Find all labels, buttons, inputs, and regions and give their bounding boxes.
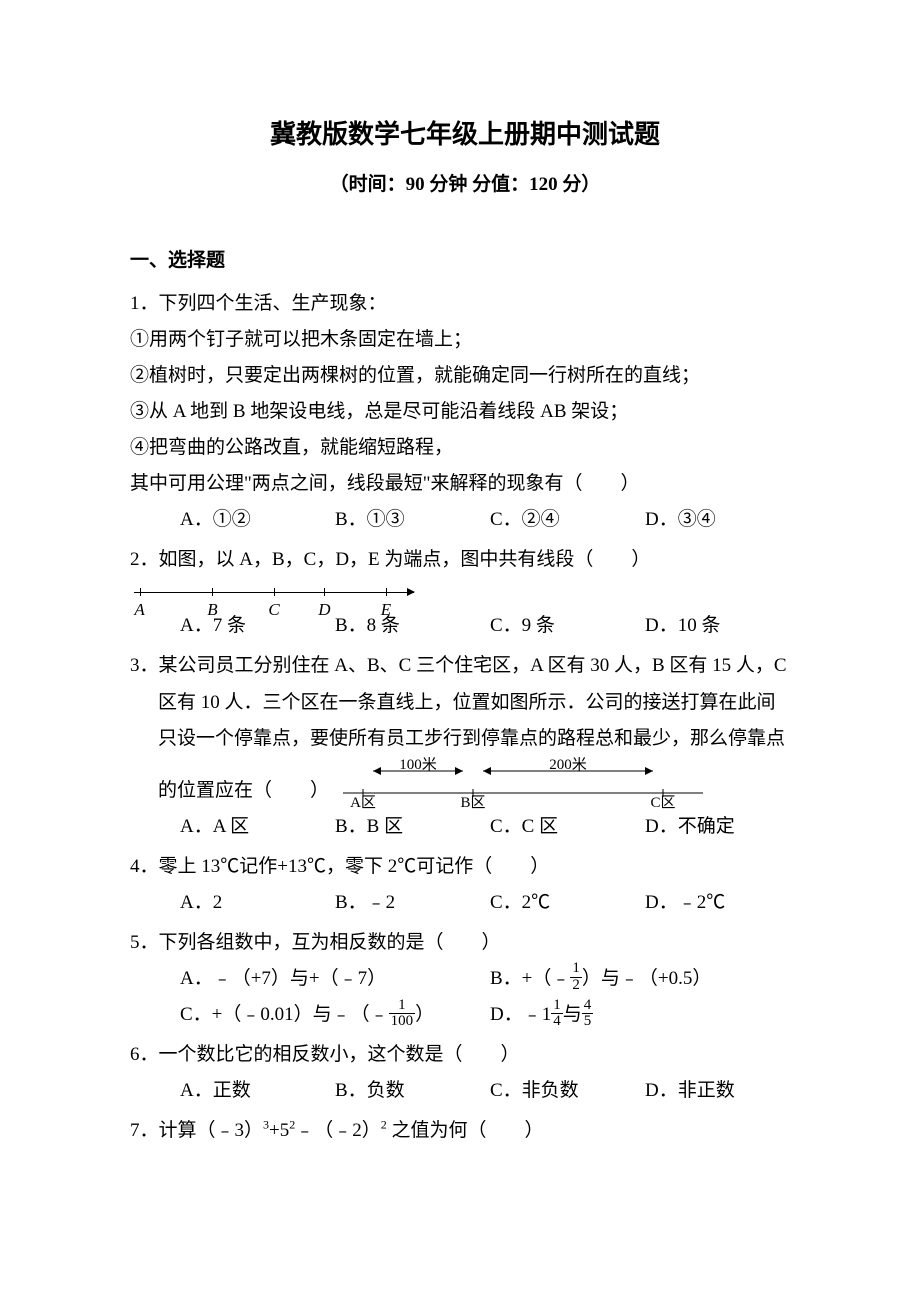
dist-bc-label: 200米: [549, 757, 587, 773]
section-heading: 一、选择题: [130, 243, 800, 279]
question-7: 7．计算（﹣3）3+52﹣（﹣2）2 之值为何（ ）: [130, 1113, 800, 1149]
q5-c-prefix: C．+（﹣0.01）与﹣（﹣: [180, 1004, 389, 1025]
question-1: 1．下列四个生活、生产现象： ①用两个钉子就可以把木条固定在墙上； ②植树时，只…: [130, 286, 800, 539]
exam-page: 冀教版数学七年级上册期中测试题 （时间：90 分钟 分值：120 分） 一、选择…: [0, 0, 920, 1234]
q3-opt-d: D．不确定: [645, 809, 800, 845]
q2-opt-a: A．7 条: [180, 608, 335, 644]
q1-options: A．①② B．①③ C．②④ D．③④: [130, 502, 800, 538]
q1-opt-d: D．③④: [645, 502, 800, 538]
region-c-label: C区: [651, 795, 676, 809]
label-e: E: [381, 594, 391, 626]
q3-stem3: 只设一个停靠点，要使所有员工步行到停靠点的路程总和最少，那么停靠点: [130, 721, 800, 757]
frac-4-5: 45: [582, 998, 594, 1031]
q4-opt-a: A．2: [180, 885, 335, 921]
q5-opt-a: A．﹣（+7）与+（﹣7）: [180, 961, 490, 997]
question-4: 4．零上 13℃记作+13℃，零下 2℃可记作（ ） A．2 B．﹣2 C．2℃…: [130, 849, 800, 921]
q3-options: A．A 区 B．B 区 C．C 区 D．不确定: [130, 809, 800, 845]
q5-opt-c: C．+（﹣0.01）与﹣（﹣1100）: [180, 997, 490, 1033]
question-2: 2．如图，以 A，B，C，D，E 为端点，图中共有线段（ ） A B C D E…: [130, 542, 800, 644]
q1-line4: ④把弯曲的公路改直，就能缩短路程，: [130, 430, 800, 466]
question-3: 3．某公司员工分别住在 A、B、C 三个住宅区，A 区有 30 人，B 区有 1…: [130, 648, 800, 844]
q3-stem4: 的位置应在（ ）: [158, 773, 329, 809]
q6-opt-b: B．负数: [335, 1073, 490, 1109]
q3-opt-c: C．C 区: [490, 809, 645, 845]
q2-options: A．7 条 B．8 条 C．9 条 D．10 条: [130, 608, 800, 644]
q5-opt-d: D．﹣114与45: [490, 997, 800, 1033]
q7-a: 7．计算（﹣3）: [130, 1120, 263, 1141]
q5-options-row2: C．+（﹣0.01）与﹣（﹣1100） D．﹣114与45: [130, 997, 800, 1033]
q1-opt-b: B．①③: [335, 502, 490, 538]
q5-d-prefix: D．﹣1: [490, 1004, 551, 1025]
label-c: C: [268, 594, 279, 626]
q3-stem1: 3．某公司员工分别住在 A、B、C 三个住宅区，A 区有 30 人，B 区有 1…: [130, 648, 800, 684]
q5-c-suffix: ）: [415, 1004, 434, 1025]
page-title: 冀教版数学七年级上册期中测试题: [130, 110, 800, 159]
q2-stem: 2．如图，以 A，B，C，D，E 为端点，图中共有线段（ ）: [130, 542, 800, 578]
q4-opt-b: B．﹣2: [335, 885, 490, 921]
question-6: 6．一个数比它的相反数小，这个数是（ ） A．正数 B．负数 C．非负数 D．非…: [130, 1037, 800, 1109]
q5-b-prefix: B．+（﹣: [490, 968, 570, 989]
q3-opt-a: A．A 区: [180, 809, 335, 845]
q6-opt-a: A．正数: [180, 1073, 335, 1109]
q2-opt-b: B．8 条: [335, 608, 490, 644]
label-b: B: [207, 594, 217, 626]
q7-stem: 7．计算（﹣3）3+52﹣（﹣2）2 之值为何（ ）: [130, 1113, 800, 1149]
q1-opt-c: C．②④: [490, 502, 645, 538]
q6-options: A．正数 B．负数 C．非负数 D．非正数: [130, 1073, 800, 1109]
q3-diagram: 100米 200米 A区 B区 C区: [333, 757, 713, 809]
frac-1-100: 1100: [389, 998, 416, 1031]
q2-opt-d: D．10 条: [645, 608, 800, 644]
q5-opt-b: B．+（﹣12）与﹣（+0.5）: [490, 961, 800, 997]
region-b-label: B区: [461, 795, 486, 809]
q5-options-row1: A．﹣（+7）与+（﹣7） B．+（﹣12）与﹣（+0.5）: [130, 961, 800, 997]
arrow-right-icon: [407, 588, 415, 596]
q1-line1: ①用两个钉子就可以把木条固定在墙上；: [130, 322, 800, 358]
q2-opt-c: C．9 条: [490, 608, 645, 644]
q5-b-suffix: ）与﹣（+0.5）: [582, 968, 711, 989]
q4-stem: 4．零上 13℃记作+13℃，零下 2℃可记作（ ）: [130, 849, 800, 885]
q7-b: +5: [269, 1120, 289, 1141]
frac-1-2: 12: [570, 961, 582, 994]
q2-number-line: A B C D E: [134, 584, 414, 604]
q1-ask: 其中可用公理"两点之间，线段最短"来解释的现象有（ ）: [130, 466, 800, 502]
q6-opt-d: D．非正数: [645, 1073, 800, 1109]
label-a: A: [134, 594, 144, 626]
q7-c: ﹣（﹣2）: [295, 1120, 381, 1141]
region-a-label: A区: [350, 795, 376, 809]
q3-diagram-row: 的位置应在（ ） 100米 200米 A区 B区 C区: [130, 757, 800, 809]
q3-stem2: 区有 10 人．三个区在一条直线上，位置如图所示．公司的接送打算在此间: [130, 685, 800, 721]
question-5: 5．下列各组数中，互为相反数的是（ ） A．﹣（+7）与+（﹣7） B．+（﹣1…: [130, 925, 800, 1033]
q3-opt-b: B．B 区: [335, 809, 490, 845]
frac-1-4: 14: [551, 998, 563, 1031]
q5-d-mid: 与: [563, 1004, 582, 1025]
q5-stem: 5．下列各组数中，互为相反数的是（ ）: [130, 925, 800, 961]
q1-opt-a: A．①②: [180, 502, 335, 538]
q6-opt-c: C．非负数: [490, 1073, 645, 1109]
q6-stem: 6．一个数比它的相反数小，这个数是（ ）: [130, 1037, 800, 1073]
dist-ab-label: 100米: [399, 757, 437, 773]
q1-line2: ②植树时，只要定出两棵树的位置，就能确定同一行树所在的直线；: [130, 358, 800, 394]
q1-stem: 1．下列四个生活、生产现象：: [130, 286, 800, 322]
label-d: D: [318, 594, 330, 626]
q7-d: 之值为何（ ）: [387, 1120, 544, 1141]
page-subtitle: （时间：90 分钟 分值：120 分）: [130, 167, 800, 203]
q4-opt-d: D．﹣2℃: [645, 885, 800, 921]
q4-options: A．2 B．﹣2 C．2℃ D．﹣2℃: [130, 885, 800, 921]
q4-opt-c: C．2℃: [490, 885, 645, 921]
q1-line3: ③从 A 地到 B 地架设电线，总是尽可能沿着线段 AB 架设；: [130, 394, 800, 430]
